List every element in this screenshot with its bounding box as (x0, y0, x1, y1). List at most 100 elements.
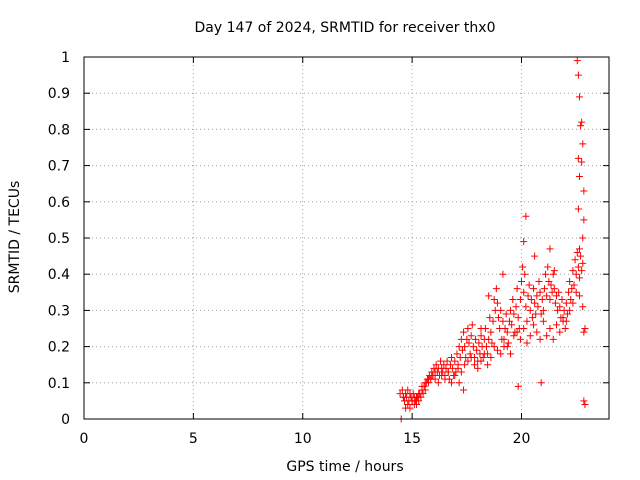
data-point (500, 335, 508, 343)
data-point (558, 296, 566, 304)
data-point (455, 379, 463, 387)
data-point (514, 382, 522, 390)
data-point (578, 267, 586, 275)
data-point (484, 361, 492, 369)
y-tick-label: 1 (61, 50, 70, 66)
data-point (495, 314, 503, 322)
data-point (550, 285, 558, 293)
data-point (413, 393, 420, 401)
data-point (523, 317, 531, 325)
data-point (466, 350, 474, 358)
data-point (540, 285, 548, 293)
data-point (415, 390, 423, 398)
data-point (536, 335, 544, 343)
data-point (507, 306, 515, 314)
data-point (574, 154, 582, 162)
data-point (563, 310, 571, 318)
data-point (547, 281, 555, 289)
data-point (551, 299, 559, 307)
data-point (404, 401, 412, 409)
data-point (572, 288, 580, 296)
data-point (399, 393, 407, 401)
data-point (451, 357, 459, 365)
x-tick-label: 10 (294, 431, 312, 447)
data-point (472, 335, 480, 343)
data-point (485, 335, 493, 343)
x-tick-label: 15 (403, 431, 421, 447)
data-point (483, 343, 490, 351)
data-point (431, 375, 439, 383)
data-point (516, 335, 524, 343)
data-point (428, 372, 436, 380)
data-point (488, 339, 496, 347)
data-point (406, 404, 414, 412)
data-point (556, 303, 564, 311)
y-tick-label: 0.8 (48, 122, 70, 138)
data-point (477, 357, 485, 365)
data-point (577, 252, 585, 260)
data-point (544, 263, 552, 271)
data-point (524, 292, 532, 300)
data-point (553, 321, 560, 329)
data-point (520, 288, 528, 296)
data-point (549, 335, 557, 343)
data-point (421, 386, 429, 394)
data-point (404, 386, 412, 394)
data-point (457, 368, 465, 376)
data-point (410, 401, 418, 409)
data-point (510, 310, 518, 318)
y-tick-label: 0.3 (48, 303, 70, 319)
data-point (556, 328, 564, 336)
data-point (465, 339, 473, 347)
data-point (448, 353, 455, 361)
data-point (575, 274, 583, 282)
data-point (486, 314, 494, 322)
data-point (467, 332, 475, 340)
data-point (559, 314, 567, 322)
chart-title: Day 147 of 2024, SRMTID for receiver thx… (195, 20, 496, 36)
data-point (464, 325, 472, 332)
data-point (533, 328, 541, 336)
y-tick-label: 0.6 (48, 195, 70, 211)
plot-frame (83, 56, 610, 420)
data-point (453, 350, 461, 358)
y-axis-label: SRMTID / TECUs (7, 181, 23, 294)
data-point (501, 325, 509, 332)
data-point (580, 216, 588, 224)
data-point (519, 263, 527, 271)
data-point (575, 172, 583, 180)
data-point (526, 332, 534, 340)
data-point (579, 259, 587, 267)
data-point (580, 328, 588, 336)
data-point (555, 288, 563, 296)
data-point (464, 357, 472, 365)
data-point (513, 285, 521, 293)
data-point (516, 296, 524, 304)
data-point (479, 353, 487, 361)
data-point (536, 288, 544, 296)
y-tick-label: 0.2 (48, 340, 70, 356)
data-point (507, 350, 515, 358)
data-point (499, 317, 507, 325)
data-point (526, 306, 534, 314)
data-point (543, 292, 551, 300)
data-point (454, 364, 462, 372)
data-point (561, 325, 569, 332)
data-point (539, 317, 547, 325)
data-point (503, 328, 511, 336)
data-point (434, 379, 442, 387)
data-point (503, 343, 511, 351)
data-point (513, 328, 521, 336)
data-point (530, 321, 538, 329)
data-point (534, 303, 542, 311)
data-point (477, 332, 485, 340)
data-point (538, 296, 546, 304)
data-point (520, 325, 528, 332)
data-point (533, 292, 541, 300)
data-point (572, 270, 580, 278)
data-point (537, 310, 545, 318)
data-point (477, 325, 485, 332)
data-point (527, 296, 535, 304)
data-point (473, 346, 481, 354)
